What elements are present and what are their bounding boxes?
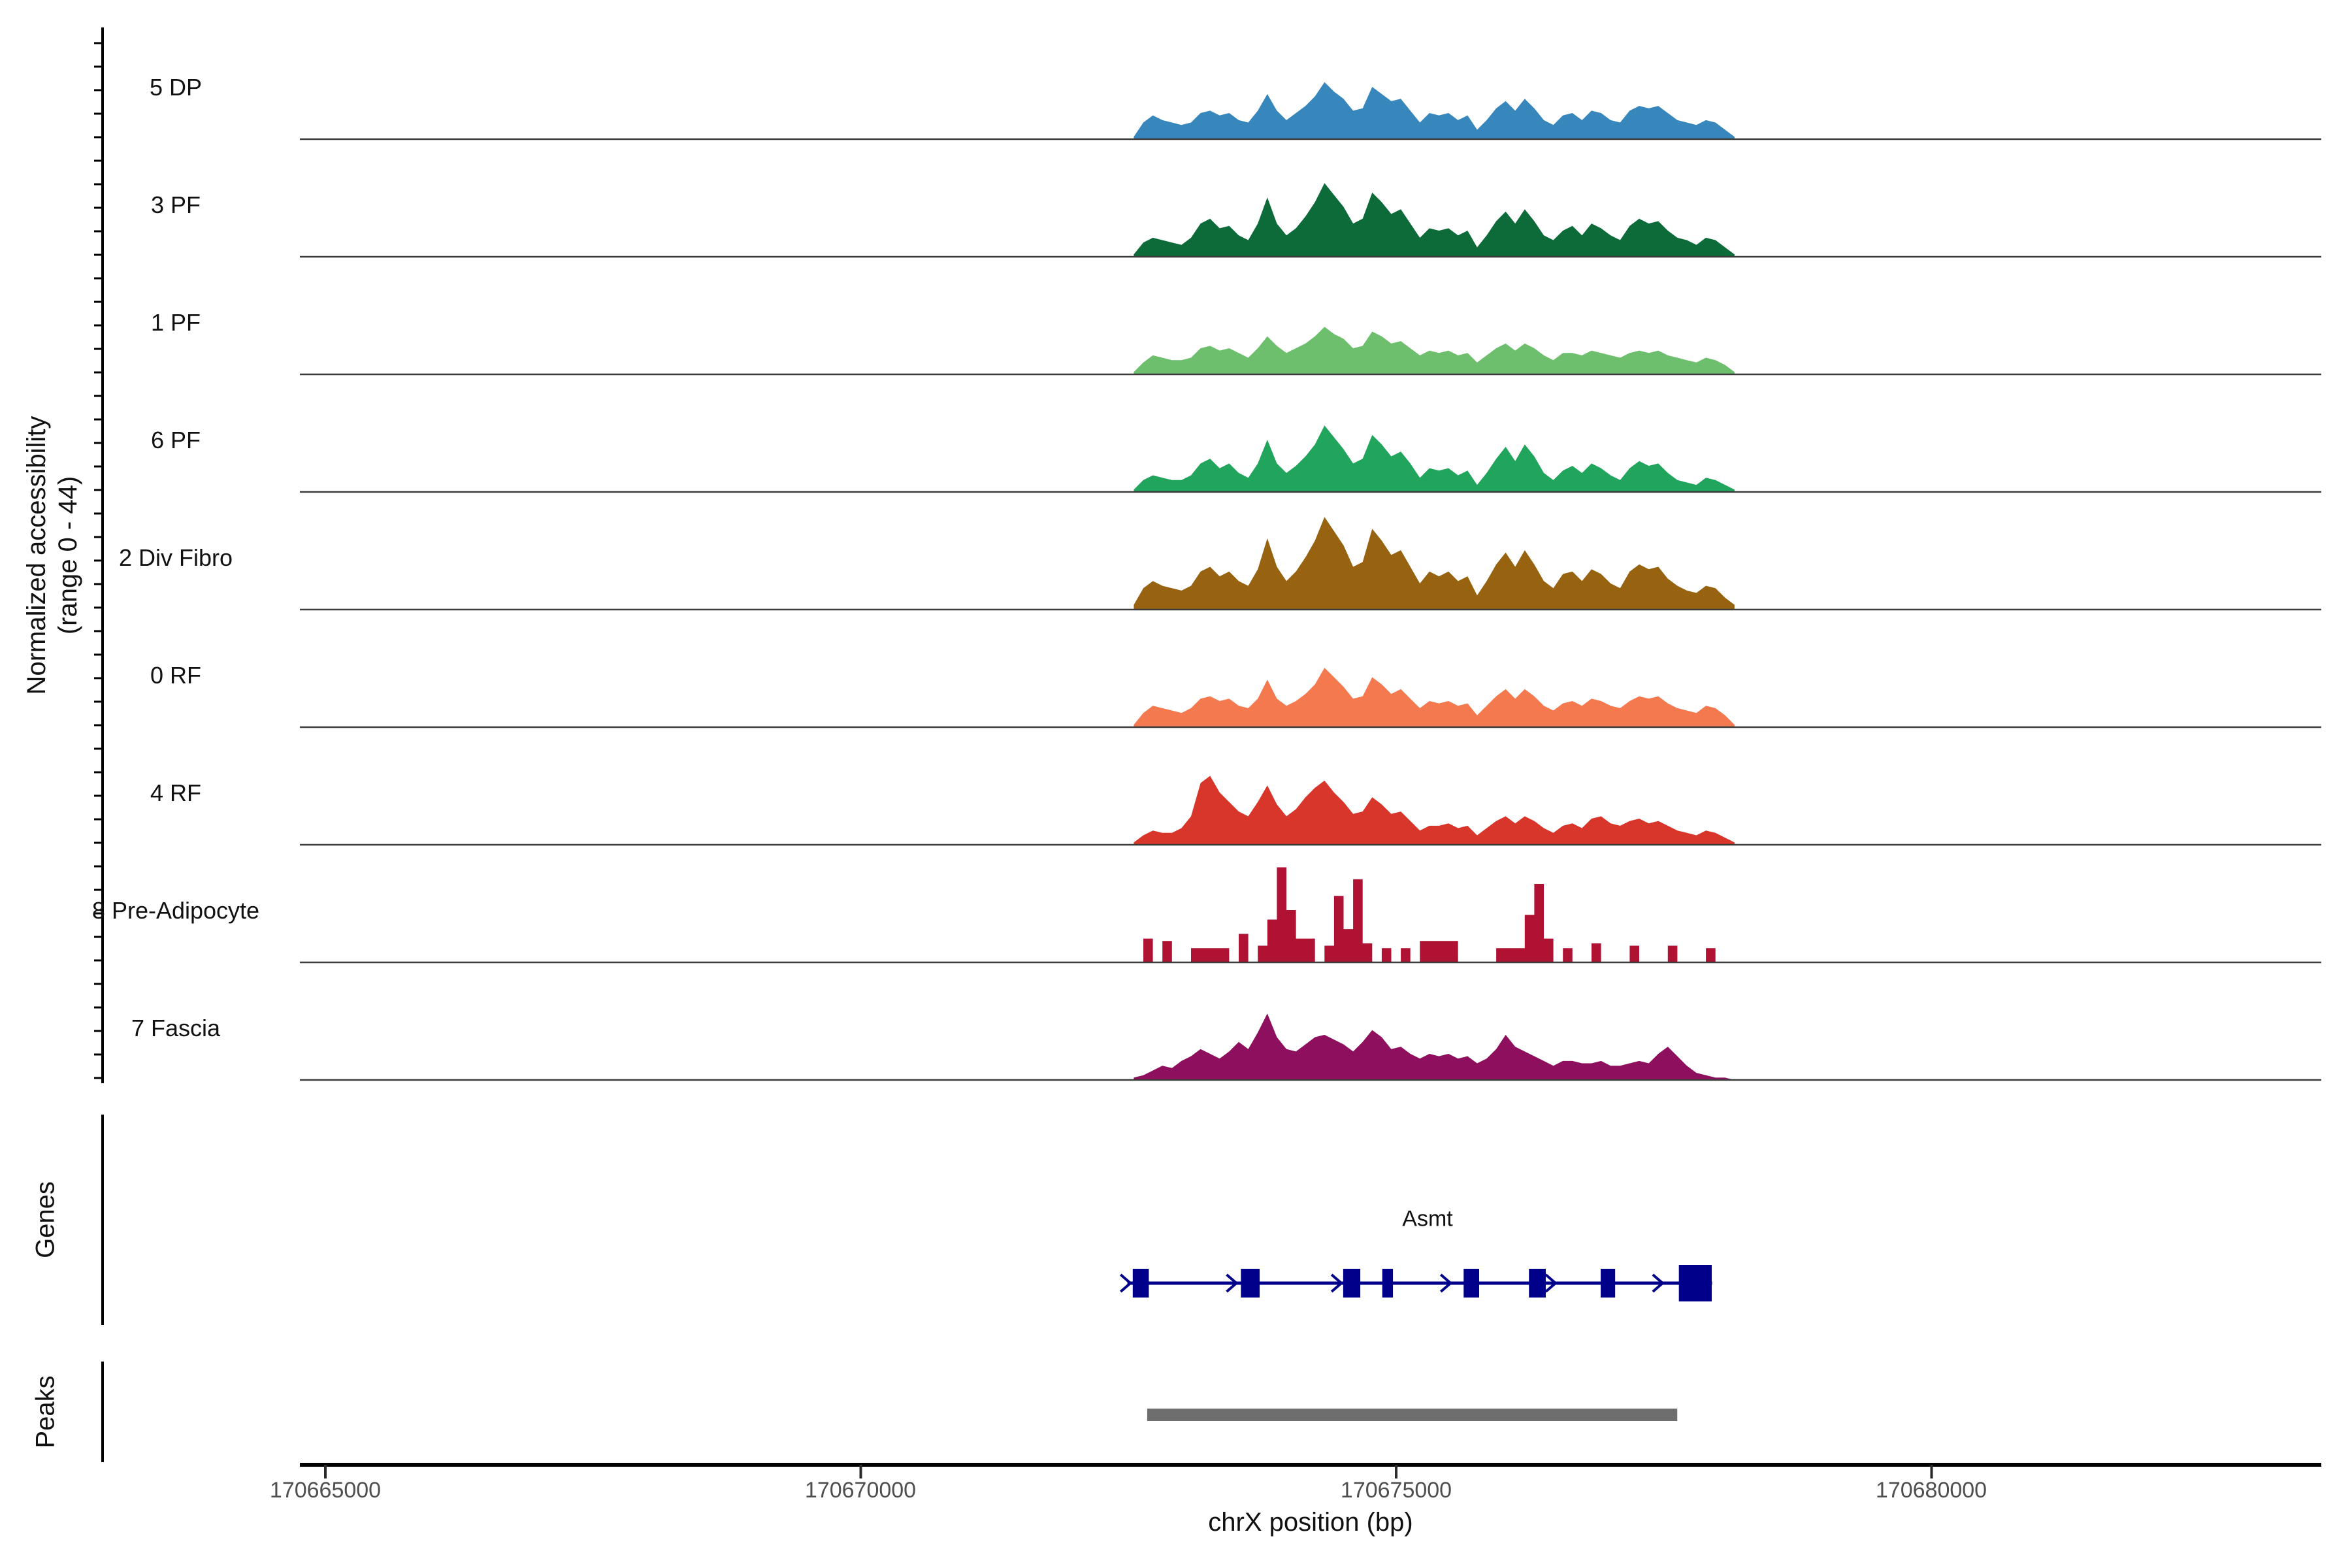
coverage-area-4-rf bbox=[1134, 776, 1735, 845]
gene-exon-7 bbox=[1678, 1265, 1712, 1301]
track-label-1-pf: 1 PF bbox=[150, 309, 201, 336]
gene-exon-6 bbox=[1601, 1269, 1616, 1298]
x-tick-170665000: 170665000 bbox=[269, 1478, 382, 1503]
track-label-5-dp: 5 DP bbox=[149, 74, 203, 101]
gene-exon-3 bbox=[1382, 1269, 1394, 1298]
gene-exon-1 bbox=[1241, 1269, 1260, 1298]
gene-strand-arrow-2 bbox=[1330, 1273, 1344, 1293]
genes-section-label: Genes bbox=[31, 1181, 60, 1258]
track-label-3-pf: 3 PF bbox=[150, 191, 201, 218]
gene-strand-arrow-1 bbox=[1226, 1273, 1239, 1293]
peaks-section-label: Peaks bbox=[31, 1375, 60, 1448]
y-axis-title-line1: Normalized accessibility bbox=[22, 416, 51, 695]
track-label-0-rf: 0 RF bbox=[150, 662, 201, 689]
track-label-4-rf: 4 RF bbox=[150, 779, 201, 806]
x-axis-title: chrX position (bp) bbox=[1208, 1508, 1413, 1537]
coverage-area-3-pf bbox=[1134, 183, 1735, 257]
gene-strand-arrow-4 bbox=[1544, 1273, 1558, 1293]
track-label-7-fascia: 7 Fascia bbox=[131, 1015, 221, 1041]
gene-strand-arrow-5 bbox=[1652, 1273, 1665, 1293]
gene-exon-0 bbox=[1132, 1269, 1149, 1298]
coverage-area-8-pre-adipocyte bbox=[1134, 867, 1735, 962]
gene-name-asmt: Asmt bbox=[1402, 1206, 1453, 1232]
gene-exon-2 bbox=[1343, 1269, 1361, 1298]
track-label-6-pf: 6 PF bbox=[150, 427, 201, 453]
coverage-area-6-pf bbox=[1134, 425, 1735, 492]
x-tick-170675000: 170675000 bbox=[1340, 1478, 1452, 1503]
coverage-area-0-rf bbox=[1134, 668, 1735, 727]
coverage-area-5-dp bbox=[1134, 82, 1735, 139]
x-tick-170680000: 170680000 bbox=[1875, 1478, 1987, 1503]
gene-strand-arrow-3 bbox=[1440, 1273, 1453, 1293]
coverage-area-2-div-fibro bbox=[1134, 517, 1735, 610]
track-label-8-pre-adipocyte: 8 Pre-Adipocyte bbox=[91, 897, 260, 924]
gene-strand-arrow-0 bbox=[1119, 1273, 1133, 1293]
peak-bar-0 bbox=[1147, 1409, 1678, 1421]
y-axis-title: Normalized accessibility (range 0 - 44) bbox=[21, 416, 84, 695]
y-axis-title-line2: (range 0 - 44) bbox=[54, 476, 82, 635]
x-tick-170670000: 170670000 bbox=[804, 1478, 917, 1503]
gene-exon-4 bbox=[1463, 1269, 1480, 1298]
track-label-2-div-fibro: 2 Div Fibro bbox=[118, 544, 233, 571]
coverage-area-1-pf bbox=[1134, 327, 1735, 374]
gene-exon-5 bbox=[1529, 1269, 1546, 1298]
coverage-area-7-fascia bbox=[1134, 1013, 1735, 1080]
